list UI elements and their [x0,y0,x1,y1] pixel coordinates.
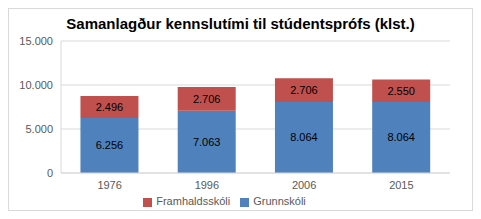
svg-text:10.000: 10.000 [19,79,53,91]
svg-text:2.706: 2.706 [193,93,221,105]
svg-text:15.000: 15.000 [19,35,53,47]
svg-text:1996: 1996 [195,179,219,191]
svg-text:7.063: 7.063 [193,136,221,148]
svg-text:1976: 1976 [97,179,121,191]
svg-text:5.000: 5.000 [25,123,53,135]
html-text:Grunnskóli: Grunnskóli [253,195,306,207]
html-text:Samanlagður kennslutími til st: Samanlagður kennslutími til stúdentspróf… [66,15,415,32]
svg-text:8.064: 8.064 [387,131,415,143]
svg-text:2006: 2006 [292,179,316,191]
svg-text:2.496: 2.496 [96,101,124,113]
svg-text:6.256: 6.256 [96,139,124,151]
svg-text:8.064: 8.064 [290,131,318,143]
svg-text:2.550: 2.550 [387,85,415,97]
html-text:Framhaldsskóli: Framhaldsskóli [156,195,231,207]
svg-text:2.706: 2.706 [290,84,318,96]
svg-text:2015: 2015 [389,179,413,191]
svg-text:0: 0 [47,167,53,179]
